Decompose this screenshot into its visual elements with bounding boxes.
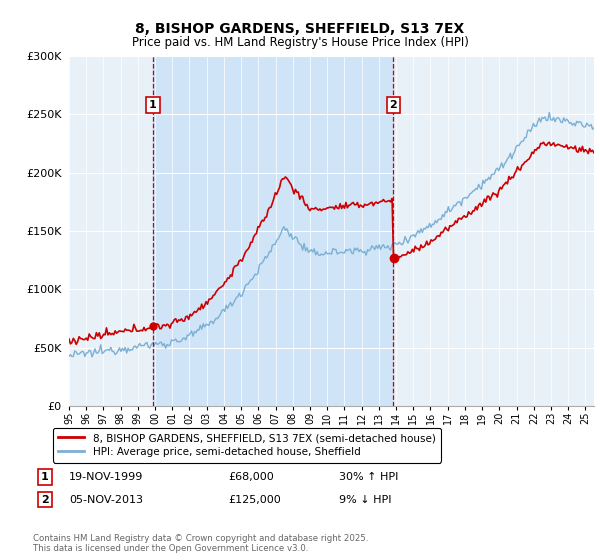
Text: 2: 2: [389, 100, 397, 110]
Text: 2: 2: [41, 494, 49, 505]
Text: 19-NOV-1999: 19-NOV-1999: [69, 472, 143, 482]
Text: 1: 1: [149, 100, 157, 110]
Text: 05-NOV-2013: 05-NOV-2013: [69, 494, 143, 505]
Text: 8, BISHOP GARDENS, SHEFFIELD, S13 7EX: 8, BISHOP GARDENS, SHEFFIELD, S13 7EX: [136, 22, 464, 36]
Text: 9% ↓ HPI: 9% ↓ HPI: [339, 494, 391, 505]
Text: Price paid vs. HM Land Registry's House Price Index (HPI): Price paid vs. HM Land Registry's House …: [131, 36, 469, 49]
Text: £68,000: £68,000: [228, 472, 274, 482]
Text: 1: 1: [41, 472, 49, 482]
Text: 30% ↑ HPI: 30% ↑ HPI: [339, 472, 398, 482]
Text: Contains HM Land Registry data © Crown copyright and database right 2025.
This d: Contains HM Land Registry data © Crown c…: [33, 534, 368, 553]
Bar: [153, 56, 393, 406]
Text: £125,000: £125,000: [228, 494, 281, 505]
Legend: 8, BISHOP GARDENS, SHEFFIELD, S13 7EX (semi-detached house), HPI: Average price,: 8, BISHOP GARDENS, SHEFFIELD, S13 7EX (s…: [53, 428, 441, 463]
